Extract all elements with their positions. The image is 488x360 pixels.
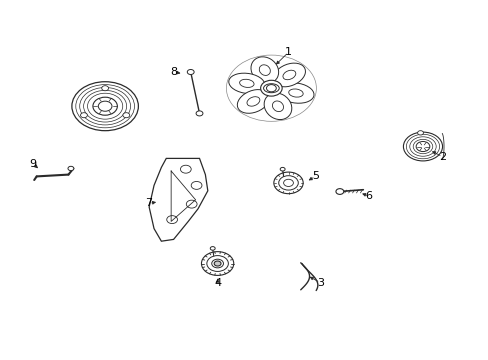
- Circle shape: [280, 167, 285, 171]
- Circle shape: [68, 166, 74, 171]
- Ellipse shape: [264, 93, 291, 120]
- Circle shape: [191, 181, 202, 189]
- Text: 1: 1: [285, 47, 291, 57]
- Circle shape: [409, 137, 435, 156]
- Circle shape: [273, 172, 303, 194]
- Circle shape: [417, 131, 423, 135]
- Circle shape: [403, 132, 442, 161]
- Text: 8: 8: [170, 67, 177, 77]
- Ellipse shape: [288, 89, 303, 97]
- Ellipse shape: [246, 97, 259, 106]
- Circle shape: [186, 200, 197, 208]
- Text: 7: 7: [145, 198, 152, 208]
- Ellipse shape: [272, 101, 283, 112]
- Circle shape: [196, 111, 203, 116]
- Circle shape: [201, 252, 233, 275]
- Circle shape: [72, 82, 138, 131]
- Circle shape: [214, 261, 221, 266]
- Ellipse shape: [228, 73, 264, 94]
- Circle shape: [206, 256, 228, 271]
- Circle shape: [83, 90, 126, 122]
- Text: 5: 5: [311, 171, 318, 181]
- Circle shape: [335, 189, 343, 194]
- Ellipse shape: [239, 79, 254, 87]
- Circle shape: [415, 141, 429, 152]
- Text: 4: 4: [214, 278, 221, 288]
- Circle shape: [226, 55, 316, 121]
- Circle shape: [406, 134, 439, 159]
- Ellipse shape: [259, 65, 270, 76]
- Circle shape: [76, 85, 134, 128]
- Text: 6: 6: [365, 191, 372, 201]
- Text: 2: 2: [438, 152, 445, 162]
- Circle shape: [260, 80, 282, 96]
- Circle shape: [180, 165, 191, 173]
- Circle shape: [187, 69, 194, 75]
- Circle shape: [80, 87, 130, 125]
- Ellipse shape: [250, 57, 278, 84]
- Circle shape: [98, 101, 112, 111]
- Circle shape: [87, 93, 122, 119]
- Circle shape: [166, 216, 177, 224]
- Text: 3: 3: [316, 278, 323, 288]
- Ellipse shape: [277, 83, 313, 103]
- Circle shape: [283, 179, 293, 186]
- Circle shape: [266, 85, 276, 92]
- Circle shape: [210, 247, 215, 250]
- Circle shape: [93, 97, 117, 115]
- Circle shape: [81, 113, 87, 118]
- Circle shape: [122, 113, 129, 118]
- Circle shape: [412, 139, 432, 154]
- Circle shape: [211, 259, 223, 268]
- Ellipse shape: [263, 84, 279, 93]
- Text: 9: 9: [30, 159, 37, 169]
- Circle shape: [278, 176, 298, 190]
- Circle shape: [102, 86, 108, 91]
- Ellipse shape: [237, 90, 269, 113]
- Ellipse shape: [273, 63, 305, 87]
- Ellipse shape: [283, 70, 295, 80]
